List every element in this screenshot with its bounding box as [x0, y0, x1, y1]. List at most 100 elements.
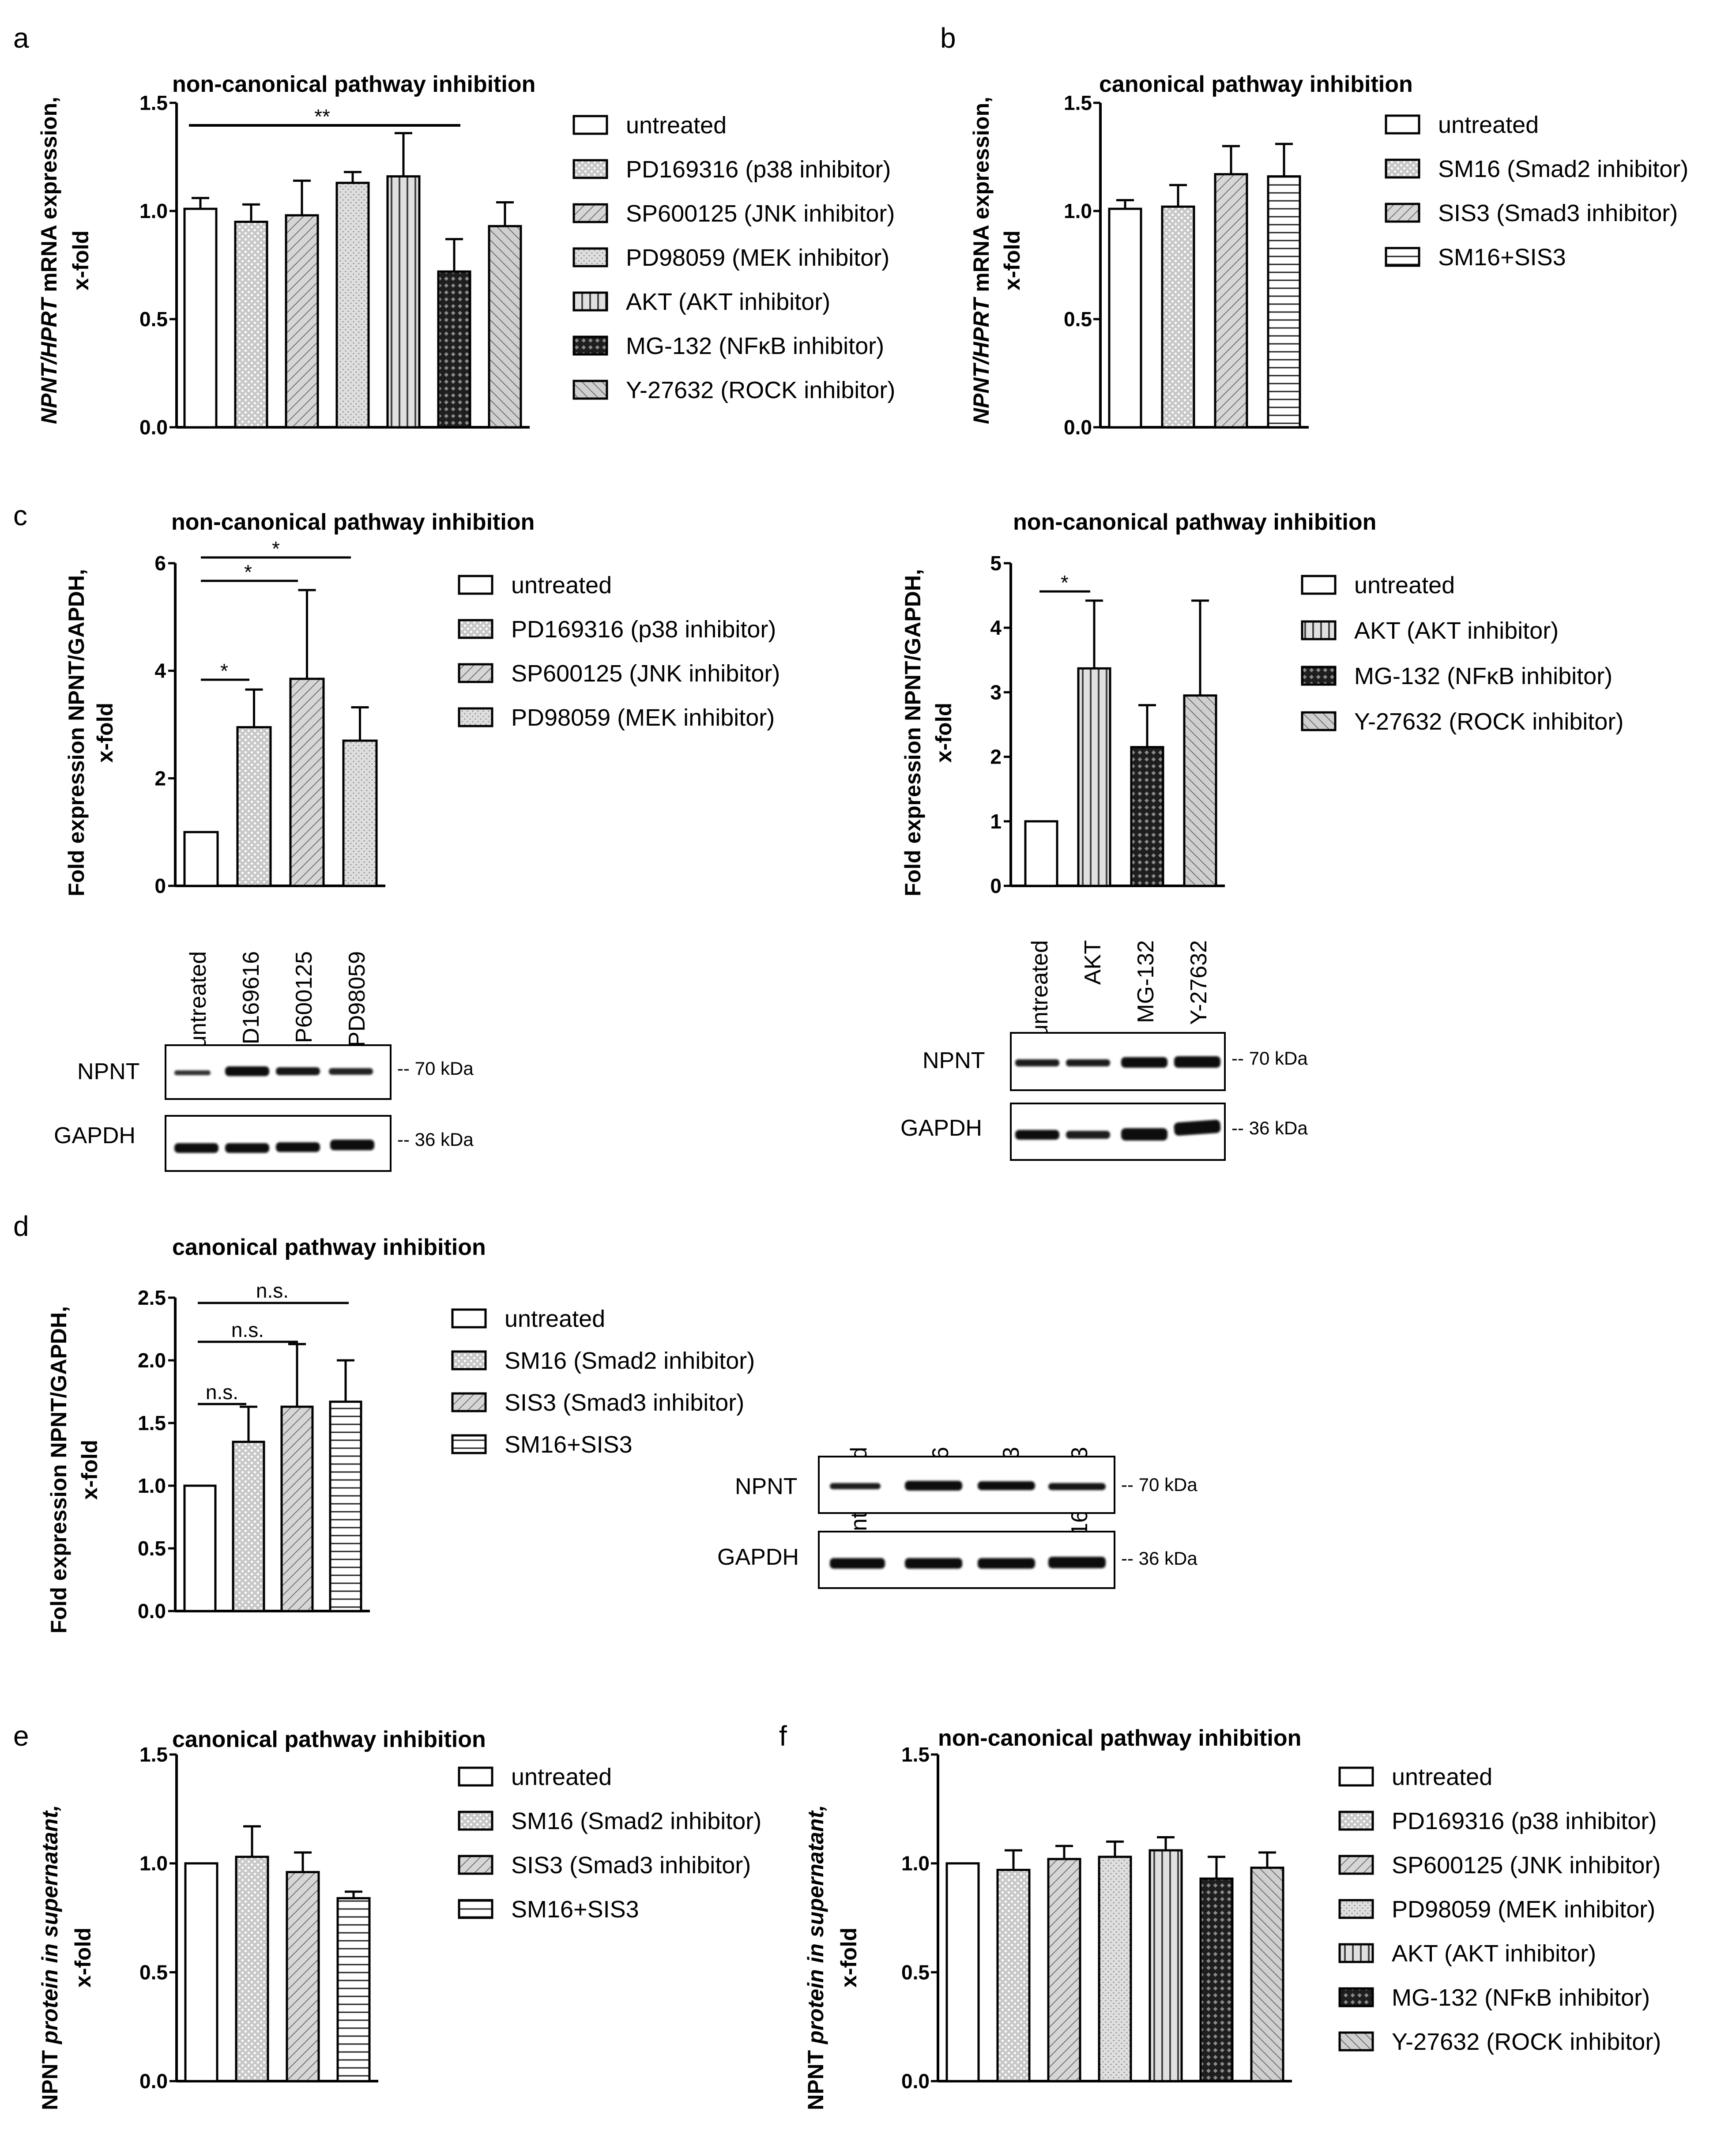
panel-a-ylabel-2: x-fold — [68, 230, 93, 290]
band — [905, 1558, 962, 1569]
x-category-label: AKT — [1080, 940, 1106, 985]
panel-a-ylabel-rest: mRNA expression, — [37, 97, 61, 298]
panel-d-kda36: -- 36 kDa — [1121, 1548, 1198, 1569]
y-tick-label: 2 — [990, 745, 1002, 768]
band — [978, 1481, 1035, 1490]
legend-item: AKT (AKT inhibitor) — [572, 289, 830, 315]
panel-c-left: c non-canonical pathway inhibition Fold … — [13, 500, 780, 1172]
bar-untreated — [183, 1484, 217, 1612]
band — [1066, 1059, 1110, 1066]
panel-d-sig-label-1: n.s. — [206, 1381, 238, 1404]
y-tick-label: 3 — [990, 681, 1002, 704]
band — [1174, 1120, 1221, 1136]
legend-label: PD169316 (p38 inhibitor) — [511, 616, 776, 643]
legend-swatch — [1338, 1811, 1374, 1831]
bar-untreated — [184, 1862, 218, 2082]
y-tick-label: 0.0 — [138, 1600, 166, 1623]
bar-sm16-sis3 — [329, 1401, 362, 1612]
y-tick-label: 1.0 — [139, 200, 168, 222]
legend-c1: untreated PD169316 (p38 inhibitor) SP60012… — [458, 572, 780, 731]
legend-item: SM16 (Smad2 inhibitor) — [458, 1808, 761, 1834]
panel-d-sig-label-2: n.s. — [231, 1318, 264, 1341]
bar-pd98059 — [342, 739, 378, 887]
x-category-label: SP600125 — [291, 951, 317, 1058]
legend-swatch — [451, 1392, 487, 1412]
panel-d-npnt-bands — [830, 1481, 1106, 1491]
legend-label: SM16 (Smad2 inhibitor) — [511, 1808, 761, 1834]
legend-item: untreated — [458, 1764, 612, 1790]
bar-sp600125 — [289, 678, 325, 887]
band — [1015, 1059, 1059, 1066]
legend-item: MG-132 (NFκB inhibitor) — [1301, 663, 1612, 689]
legend-swatch — [572, 380, 608, 400]
legend-label: PD98059 (MEK inhibitor) — [511, 704, 775, 731]
x-category-label: PD169616 — [238, 951, 264, 1060]
y-tick-label: 1 — [990, 810, 1002, 833]
legend-label: untreated — [505, 1306, 605, 1332]
legend-item: PD169316 (p38 inhibitor) — [458, 616, 776, 643]
bar-akt — [386, 175, 421, 429]
legend-swatch — [572, 247, 608, 267]
panel-b-title: canonical pathway inhibition — [1099, 72, 1413, 97]
bar-y-27632 — [1250, 1867, 1284, 2082]
bar-pd98059 — [335, 181, 370, 429]
y-tick-label: 1.0 — [139, 1852, 168, 1875]
panel-c1-sig-label-2: * — [244, 561, 252, 584]
bar-untreated — [1108, 207, 1142, 429]
panel-f-ylabel: NPNT protein in supernatant, — [803, 1805, 828, 2110]
legend-item: SM16 (Smad2 inhibitor) — [1385, 156, 1688, 182]
x-category-label: Y-27632 — [1186, 940, 1212, 1025]
legend-item: PD98059 (MEK inhibitor) — [572, 245, 889, 271]
chart-f: 0.0 0.5 1.0 1.5 — [901, 1743, 1292, 2093]
legend-label: untreated — [511, 572, 612, 599]
bar-sm16 — [232, 1441, 265, 1612]
legend-swatch — [451, 1350, 487, 1370]
panel-d-letter: d — [13, 1210, 29, 1242]
legend-label: untreated — [1354, 572, 1455, 599]
band — [905, 1481, 962, 1491]
legend-item: AKT (AKT inhibitor) — [1301, 617, 1559, 644]
panel-c1-ylabel: Fold expression NPNT/GAPDH, — [64, 569, 89, 896]
chart-d: 0.0 0.5 1.0 1.5 2.0 2.5 — [138, 1286, 370, 1623]
panel-c2-gapdh-bands — [1015, 1120, 1221, 1141]
chart-c2: 0 1 2 3 4 5 — [990, 552, 1225, 897]
bar-y-27632 — [488, 225, 522, 429]
panel-b-ylabel: NPNT/HPRT mRNA expression, — [969, 97, 994, 424]
bar-sm16 — [235, 1856, 269, 2082]
chart-b: 0.0 0.5 1.0 1.5 — [1064, 91, 1309, 439]
legend-label: SM16+SIS3 — [1438, 244, 1566, 271]
legend-label: MG-132 (NFκB inhibitor) — [1392, 1984, 1650, 2011]
legend-swatch — [458, 1855, 493, 1875]
y-tick-label: 5 — [990, 552, 1002, 575]
legend-item: PD98059 (MEK inhibitor) — [458, 704, 775, 731]
legend-label: Y-27632 (ROCK inhibitor) — [626, 377, 895, 403]
panel-f-title: non-canonical pathway inhibition — [938, 1725, 1301, 1751]
bar-mg-132 — [437, 270, 471, 429]
legend-swatch — [1385, 158, 1420, 179]
legend-swatch — [451, 1308, 487, 1329]
bar-sp600125 — [285, 214, 319, 429]
panel-c1-kda70: -- 70 kDa — [397, 1058, 474, 1079]
x-category-label: untreated — [185, 951, 211, 1048]
legend-label: SM16+SIS3 — [505, 1431, 633, 1458]
bar-pd169616 — [236, 726, 272, 887]
panel-a-letter: a — [13, 22, 29, 54]
bar-mg-132 — [1199, 1877, 1234, 2082]
band — [1121, 1057, 1167, 1068]
band — [225, 1143, 269, 1153]
panel-e: e canonical pathway inhibition NPNT prot… — [13, 1720, 761, 2110]
legend-swatch — [1301, 711, 1337, 731]
legend-label: SP600125 (JNK inhibitor) — [626, 200, 895, 227]
y-tick-label: 1.5 — [138, 1412, 166, 1434]
legend-item: SM16+SIS3 — [1385, 244, 1566, 271]
legend-label: SIS3 (Smad3 inhibitor) — [511, 1852, 751, 1879]
band — [830, 1483, 881, 1489]
panel-d-blot-npnt-label: NPNT — [735, 1474, 798, 1499]
panel-b: b canonical pathway inhibition NPNT/HPRT… — [940, 22, 1688, 439]
legend-item: Y-27632 (ROCK inhibitor) — [572, 377, 895, 403]
legend-label: SP600125 (JNK inhibitor) — [511, 660, 780, 687]
legend-item: AKT (AKT inhibitor) — [1338, 1940, 1596, 1967]
panel-e-ylabel: NPNT protein in supernatant, — [38, 1805, 62, 2110]
band — [1015, 1130, 1059, 1140]
legend-label: SP600125 (JNK inhibitor) — [1392, 1852, 1661, 1879]
